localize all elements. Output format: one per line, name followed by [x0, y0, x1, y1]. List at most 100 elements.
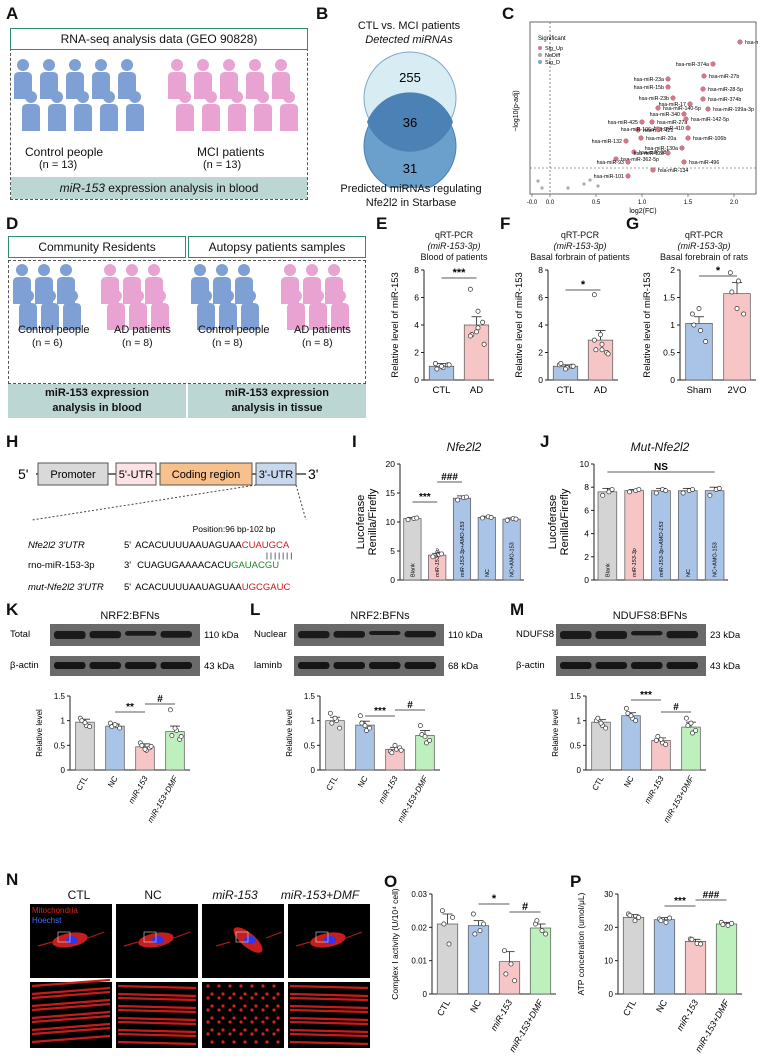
data-point — [599, 347, 605, 353]
mito-network — [289, 1016, 369, 1022]
data-point — [504, 517, 510, 523]
x-tick-label: miR-153-3p+AMO-153 — [460, 521, 466, 577]
significance-mark: *** — [674, 896, 686, 907]
h-row2-name: rno-miR-153-3p — [28, 560, 95, 571]
panel-e-t3: Blood of patients — [420, 252, 488, 262]
data-point — [689, 311, 695, 317]
mito-fragment — [272, 984, 276, 988]
blot-band-label: NDUFS8 — [516, 629, 554, 640]
data-point — [599, 341, 605, 347]
significance-mark: ### — [703, 890, 720, 901]
data-point — [667, 915, 673, 921]
blot-band — [160, 662, 192, 669]
panel-j-title: Mut-Nfe2l2 — [630, 440, 690, 454]
volcano-label: hsa-miR-153 — [745, 40, 758, 46]
patient-person-icon — [287, 290, 305, 330]
panel-label-f: F — [500, 214, 511, 233]
y-tick-label: 0 — [414, 375, 419, 385]
mito-fragment — [276, 992, 280, 996]
legend-down: Sig_D — [545, 60, 560, 66]
blot-band — [298, 631, 330, 639]
y-tick-label: 0 — [390, 575, 395, 585]
panel-k-title: NRF2:BFNs — [100, 610, 160, 622]
y-tick-label: 8 — [584, 482, 589, 492]
data-point — [508, 961, 514, 967]
mito-network — [31, 1014, 111, 1024]
y-axis-label: Relative level — [35, 709, 44, 757]
mito-fragment — [221, 1004, 225, 1008]
patient-person-icon — [228, 91, 246, 131]
mito-fragment — [217, 1008, 221, 1012]
mito-network — [117, 996, 197, 1002]
data-point — [481, 341, 487, 347]
mito-fragment — [265, 992, 269, 996]
data-point — [658, 736, 664, 742]
mito-network — [289, 1020, 369, 1026]
panel-a-mci-n: (n = 13) — [203, 159, 242, 171]
blot-band-label: Nuclear — [254, 629, 287, 640]
volcano-point — [582, 182, 586, 186]
volcano-label: hsa-miR-142-5p — [691, 117, 729, 123]
hoechst-stain — [66, 936, 78, 944]
x-tick-label: miR-153+DMF — [693, 998, 731, 1054]
patient-person-icon — [254, 91, 272, 131]
mito-fragment — [265, 1040, 269, 1044]
mito-network — [31, 1026, 111, 1036]
blot-kda-label: 23 kDa — [710, 630, 741, 641]
mito-fragment — [206, 1032, 210, 1036]
mito-fragment — [272, 1032, 276, 1036]
bar-miR-153+DMF — [681, 726, 701, 771]
volcano-label: hsa-miR-15b — [634, 85, 664, 91]
data-point — [467, 333, 473, 339]
y-tick-label: 4 — [414, 320, 419, 330]
venn-overlap-count: 36 — [403, 115, 417, 130]
x-tick-label: CTL — [74, 774, 90, 792]
blot-band — [333, 662, 365, 669]
mito-network — [117, 1016, 197, 1022]
legend-hoechst: Hoechst — [32, 916, 62, 925]
mito-fragment — [272, 996, 276, 1000]
panel-label-o: O — [384, 872, 398, 891]
data-point — [653, 490, 659, 496]
volcano-point — [536, 179, 540, 183]
h-row1-seq: 5' ACACUUUUAAUAGUAACUAUGCA — [124, 540, 290, 551]
y-tick-label: 30 — [604, 890, 613, 899]
mito-fragment — [243, 1040, 247, 1044]
data-point — [603, 725, 609, 731]
svg-text:3'-UTR: 3'-UTR — [259, 469, 294, 481]
x-tick-label: AD — [470, 385, 483, 396]
data-point — [472, 931, 478, 937]
volcano-label: hsa-miR-28-5p — [708, 87, 743, 93]
x-tick-label: NC — [485, 569, 491, 577]
volcano-point — [665, 150, 671, 156]
y-tick-label: 8 — [538, 265, 543, 275]
y-tick-label: 20 — [604, 923, 613, 932]
control-person-icon — [74, 91, 92, 131]
bar-NC — [467, 925, 490, 995]
y-tick-label: 0 — [538, 375, 543, 385]
data-point — [600, 492, 606, 498]
y-tick-label: 0.5 — [54, 741, 66, 750]
data-point — [563, 366, 568, 372]
volcano-label: hsa-miR-27b — [709, 74, 739, 80]
y-axis-label: Relative level — [285, 709, 294, 757]
mito-fragment — [206, 1020, 210, 1024]
panel-m-title: NDUFS8:BFNs — [612, 610, 688, 622]
data-point — [463, 494, 469, 500]
data-point — [593, 347, 599, 353]
data-point — [720, 922, 726, 928]
n-col-2: NC — [144, 888, 162, 902]
mito-network — [289, 996, 369, 1002]
volcano-ylabel: −log10(p-adj) — [513, 90, 520, 131]
volcano-point — [655, 105, 661, 111]
data-point — [633, 718, 639, 724]
blot-kda-label: 110 kDa — [204, 630, 239, 641]
x-tick-label: CTL — [435, 998, 452, 1018]
blot-band — [631, 662, 663, 669]
data-point — [172, 725, 178, 731]
data-point — [636, 914, 642, 920]
data-point — [605, 351, 611, 357]
h-coding — [159, 462, 253, 486]
blot-band — [595, 631, 627, 639]
